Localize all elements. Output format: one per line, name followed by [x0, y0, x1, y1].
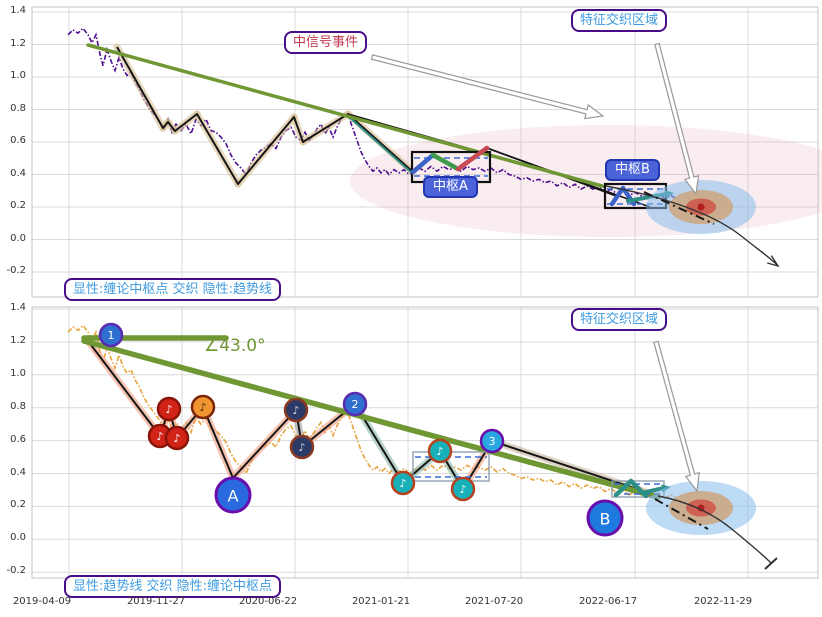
trend-line: [81, 338, 661, 500]
top-chart: [31, 6, 822, 298]
numbered-marker-label: 1: [108, 329, 115, 342]
note-marker: [427, 438, 453, 464]
note-marker-glyph: ♪: [292, 404, 299, 417]
hollow-arrow: [654, 42, 700, 196]
legend-top: 显性:缠论中枢点 交织 隐性:趋势线: [64, 278, 282, 301]
lettered-marker-label: A: [228, 487, 239, 506]
y-tick-label: 0.8: [10, 400, 26, 412]
x-tick-label: 2022-11-29: [693, 596, 753, 607]
hollow-arrow: [653, 340, 700, 493]
note-marker-glyph: ♪: [165, 403, 172, 416]
curve-arrowhead: [767, 255, 780, 268]
pivot-a-label: 中枢A: [423, 176, 478, 198]
lettered-marker-B: [586, 499, 624, 537]
legend-bottom: 显性:趋势线 交织 隐性:缠论中枢点: [64, 575, 282, 598]
y-tick-label: 0.6: [10, 135, 26, 146]
dash-dot-line: [643, 191, 715, 225]
note-marker: [156, 396, 182, 422]
projection-curve: [657, 495, 772, 564]
weave-zone-label-top: 特征交织区域: [571, 9, 668, 32]
thick-segment: [430, 152, 461, 172]
lettered-marker-A: [214, 476, 252, 514]
plot-frame: [31, 306, 819, 579]
lettered-marker-label: B: [600, 510, 611, 529]
y-tick-label: -0.2: [6, 265, 26, 276]
thick-segment: [613, 478, 649, 499]
note-marker-glyph: ♪: [199, 401, 206, 414]
x-tick-label: 2019-04-09: [12, 596, 72, 607]
weave-zone-label-bottom: 特征交织区域: [571, 308, 668, 331]
note-marker: [450, 476, 476, 502]
bottom-chart: ♪ ♪ ♪ ♪ ♪ ♪ ♪ ♪ ♪ 1 2 3 A B: [31, 306, 819, 579]
y-tick-label: 1.0: [10, 367, 26, 379]
note-marker-glyph: ♪: [173, 432, 180, 445]
y-tick-label: 0.2: [10, 200, 26, 211]
x-tick-label: 2021-07-20: [464, 596, 524, 607]
cluster-center-dot: [697, 203, 705, 211]
numbered-marker-3: [479, 428, 505, 454]
y-tick-label: 1.4: [10, 302, 26, 313]
curve-t-cap: [764, 557, 778, 570]
note-marker-glyph: ♪: [399, 477, 406, 490]
price-line: [67, 27, 678, 200]
y-tick-label: 0.8: [10, 102, 26, 114]
x-tick-label: 2022-06-17: [578, 596, 638, 607]
numbered-marker-label: 2: [352, 398, 359, 411]
y-tick-label: 1.4: [10, 5, 26, 16]
plot-frame: [31, 6, 819, 298]
y-tick-label: 1.2: [10, 334, 26, 346]
angle-annotation: ∠43.0°: [204, 336, 266, 356]
projection-curve: [605, 185, 779, 267]
note-marker: [390, 470, 416, 496]
teal-arrow-shaft: [644, 486, 666, 494]
note-marker-glyph: ♪: [459, 483, 466, 496]
numbered-marker-2: [342, 391, 368, 417]
y-tick-label: 0.4: [10, 466, 26, 478]
note-marker: [190, 394, 216, 420]
trend-line: [86, 43, 604, 188]
note-marker-glyph: ♪: [298, 441, 305, 454]
y-tick-label: 0.4: [10, 167, 26, 179]
y-tick-label: -0.2: [6, 565, 26, 577]
numbered-marker-1: [98, 322, 124, 348]
note-marker: [289, 434, 315, 460]
x-tick-label: 2019-11-27: [126, 596, 186, 607]
signal-event-label: 中信号事件: [284, 31, 368, 54]
note-marker: [283, 397, 309, 423]
numbered-marker-label: 3: [489, 435, 496, 448]
note-marker: [164, 425, 190, 451]
y-tick-label: 0.0: [10, 532, 26, 544]
pivot-b-label: 中枢B: [605, 159, 660, 181]
y-tick-label: 0.6: [10, 433, 26, 445]
y-tick-label: 1.2: [10, 37, 26, 49]
thick-segment: [455, 145, 490, 172]
twin-teal-line: [347, 115, 414, 175]
note-marker-glyph: ♪: [436, 445, 443, 458]
chan-segment-line: [116, 46, 414, 185]
y-tick-label: 1.0: [10, 70, 26, 81]
thick-segment: [410, 152, 436, 175]
y-tick-label: 0.2: [10, 499, 26, 511]
hollow-arrow: [370, 54, 605, 120]
y-tick-label: 0.0: [10, 232, 26, 244]
x-tick-label: 2021-01-21: [351, 596, 411, 607]
note-marker-glyph: ♪: [156, 430, 163, 443]
x-tick-label: 2020-06-22: [238, 596, 298, 607]
